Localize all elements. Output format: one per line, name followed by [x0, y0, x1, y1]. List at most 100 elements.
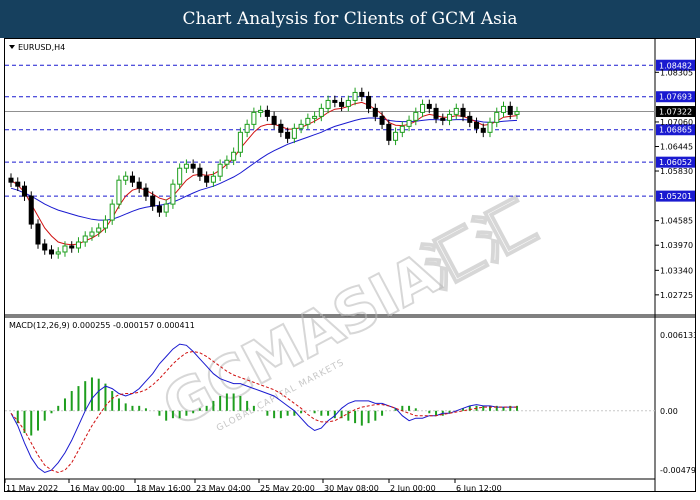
price-tick-label: 1.05830	[660, 167, 693, 176]
candle	[143, 183, 149, 201]
candle	[89, 227, 95, 241]
candle-body	[82, 235, 88, 243]
macd-tick-label: 0.00	[660, 407, 678, 416]
candle-body	[291, 127, 297, 139]
candle	[500, 101, 507, 118]
fast-moving-average	[10, 101, 518, 246]
candle	[204, 171, 210, 187]
candle-body	[35, 223, 41, 245]
candle-body	[177, 167, 183, 185]
macd-tick-label: -0.004791	[660, 466, 696, 475]
candle	[312, 111, 318, 124]
candle	[102, 215, 108, 233]
level-tag	[656, 124, 695, 136]
candle-body	[102, 219, 108, 229]
candle-body	[75, 241, 81, 249]
candle	[366, 91, 372, 114]
level-tag	[656, 156, 695, 168]
candle-body	[55, 251, 61, 255]
candle-body	[231, 151, 237, 161]
candle-body	[96, 227, 102, 233]
candle	[224, 155, 230, 170]
candle-body	[339, 101, 345, 107]
candle	[332, 95, 338, 108]
candle-body	[473, 121, 480, 129]
candle	[21, 181, 28, 201]
symbol-dropdown-icon[interactable]	[9, 45, 15, 49]
level-tag	[656, 59, 695, 71]
candle	[453, 103, 459, 120]
candle-body	[500, 105, 507, 113]
candle	[480, 123, 486, 138]
candle	[96, 223, 102, 237]
time-tick-label: 18 May 16:00	[136, 484, 191, 492]
candle	[285, 127, 291, 144]
time-tick-label: 25 May 20:00	[260, 484, 315, 492]
level-tag	[656, 190, 695, 202]
candle	[440, 113, 446, 126]
price-tick-label: 1.04585	[660, 217, 693, 226]
candle	[339, 97, 345, 112]
candle	[352, 87, 358, 106]
candle	[399, 121, 405, 138]
candle-body	[69, 245, 75, 249]
candle-body	[28, 195, 34, 225]
candle-body	[467, 115, 473, 123]
level-tag-label: 1.08482	[659, 61, 692, 70]
candle	[116, 175, 122, 209]
candle-body	[460, 107, 466, 117]
time-tick-label: 23 May 04:00	[196, 484, 251, 492]
candle-body	[258, 109, 264, 113]
candle	[210, 171, 216, 187]
candle-body	[210, 175, 216, 183]
candle-body	[183, 163, 189, 169]
candle-body	[487, 121, 493, 133]
current-price-tag	[656, 106, 695, 118]
candle-body	[312, 115, 318, 119]
candle	[318, 103, 324, 122]
candle-body	[109, 203, 115, 221]
candle	[447, 109, 453, 126]
watermark-text: GCMASIA	[152, 239, 450, 440]
candle	[8, 173, 14, 187]
level-tag-label: 1.06865	[659, 126, 692, 135]
candle	[386, 119, 392, 146]
candle-body	[15, 181, 21, 187]
candle	[406, 115, 412, 132]
candle-body	[224, 159, 230, 165]
candle	[325, 95, 331, 114]
price-tick-label: 1.08305	[660, 68, 693, 77]
time-tick-label: 11 May 2022	[6, 484, 58, 492]
candle-body	[372, 107, 378, 117]
candle-body	[129, 175, 135, 183]
candle	[190, 159, 196, 174]
candle-body	[271, 115, 277, 125]
slow-moving-average	[10, 117, 518, 221]
candle	[473, 117, 480, 134]
candle-body	[318, 107, 324, 117]
candle	[433, 103, 439, 124]
candle-body	[352, 91, 358, 101]
candle	[129, 171, 135, 187]
candle-body	[150, 195, 156, 207]
candle-body	[251, 111, 257, 125]
chart-window[interactable]: GCMASIA 汇汇 GLOBAL CAPITAL MARKETS 1.0848…	[4, 38, 696, 492]
candle-body	[325, 99, 331, 109]
candle	[291, 123, 297, 144]
candle	[150, 191, 156, 211]
candle	[460, 103, 466, 122]
candle	[244, 119, 250, 138]
candle	[123, 171, 129, 185]
current-price-label: 1.07322	[659, 108, 692, 117]
candle	[507, 101, 513, 120]
candle-body	[447, 113, 453, 121]
candle	[183, 159, 189, 174]
time-tick-label: 2 Jun 00:00	[390, 484, 436, 492]
watermark: GCMASIA 汇汇 GLOBAL CAPITAL MARKETS	[151, 187, 548, 442]
candle-body	[386, 123, 392, 141]
candle-body	[393, 131, 399, 141]
chart-canvas[interactable]: GCMASIA 汇汇 GLOBAL CAPITAL MARKETS 1.0848…	[5, 39, 696, 492]
candle-body	[143, 187, 149, 197]
candle	[55, 247, 61, 259]
candle	[393, 127, 399, 146]
